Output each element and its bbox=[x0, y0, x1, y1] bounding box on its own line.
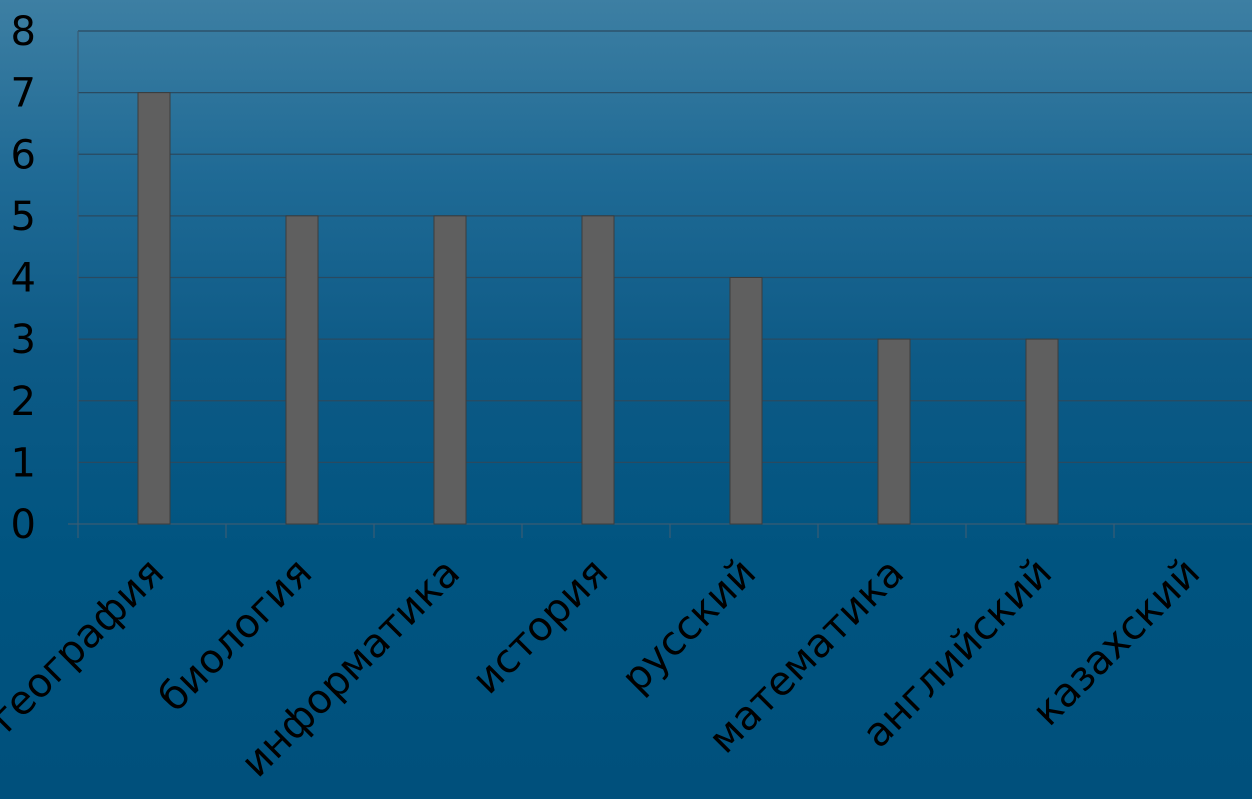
y-tick-label: 5 bbox=[11, 194, 36, 240]
y-tick-label: 1 bbox=[11, 440, 36, 486]
bar bbox=[1025, 338, 1059, 525]
y-tick-label: 8 bbox=[11, 9, 36, 55]
y-tick-label: 4 bbox=[11, 256, 36, 302]
bar bbox=[877, 338, 911, 525]
y-tick-label: 7 bbox=[11, 71, 36, 117]
x-tick-label: русский bbox=[613, 550, 765, 702]
y-tick-labels: 0 1 2 3 4 5 6 7 8 bbox=[11, 9, 36, 548]
y-tick-label: 6 bbox=[11, 132, 36, 178]
y-tick-label: 2 bbox=[11, 379, 36, 425]
y-tick-label: 0 bbox=[11, 502, 36, 548]
gridlines bbox=[78, 30, 1252, 463]
bar bbox=[137, 92, 171, 525]
x-tick-label: история bbox=[463, 550, 617, 704]
bar bbox=[433, 215, 467, 525]
x-tick-label: география bbox=[0, 550, 173, 742]
x-tick-labels: географиябиологияинформатикаисториярусск… bbox=[0, 550, 1209, 787]
bar bbox=[729, 277, 763, 525]
bars bbox=[137, 92, 1059, 525]
y-tick-label: 3 bbox=[11, 317, 36, 363]
bar bbox=[581, 215, 615, 525]
bar bbox=[285, 215, 319, 525]
